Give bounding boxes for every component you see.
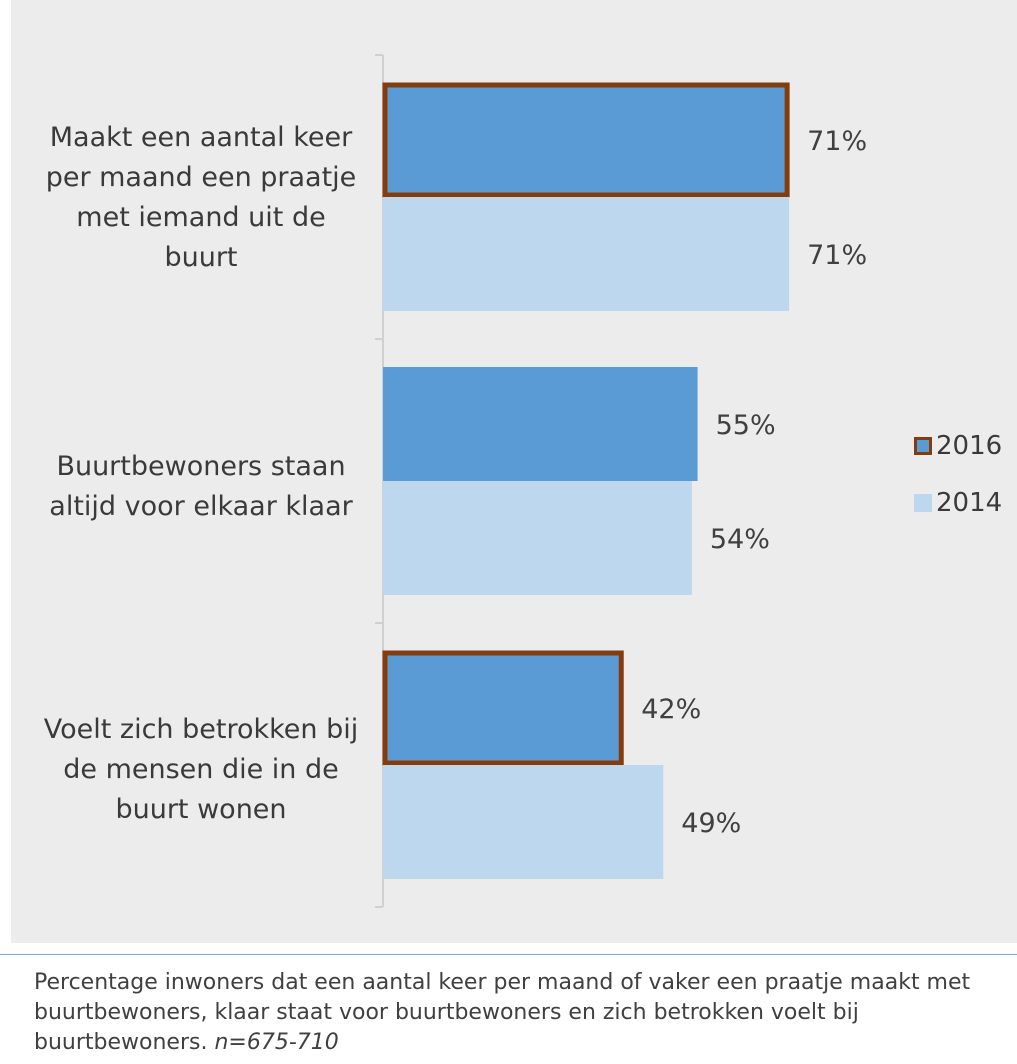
- data-label-2014-2: 49%: [681, 808, 741, 839]
- category-label-0: Maakt een aantal keer per maand een praa…: [45, 122, 357, 273]
- data-label-2014-0: 71%: [807, 240, 867, 271]
- data-label-2014-1: 54%: [710, 524, 770, 555]
- data-label-2016-1: 55%: [716, 410, 776, 441]
- bar-2016-0: [382, 82, 790, 198]
- data-label-2016-0: 71%: [807, 126, 867, 157]
- data-label-2016-2: 42%: [641, 694, 701, 725]
- legend-swatch-2014: [914, 494, 932, 512]
- bar-2016-2: [382, 650, 624, 766]
- caption-text: Percentage inwoners dat een aantal keer …: [34, 970, 971, 1055]
- bar-2014-2: [383, 765, 664, 879]
- category-label-1: Buurtbewoners staan altijd voor elkaar k…: [49, 451, 353, 522]
- sample-size-note: n=675-710: [214, 1030, 339, 1055]
- legend-swatch-2016: [914, 437, 932, 455]
- caption-divider: [0, 954, 1017, 955]
- legend-item-2014: 2014: [914, 488, 1002, 518]
- legend-label-2016: 2016: [936, 431, 1003, 461]
- bar-2014-1: [383, 481, 692, 595]
- legend-item-2016: 2016: [914, 431, 1002, 461]
- category-label-2: Voelt zich betrokken bij de mensen die i…: [43, 714, 359, 825]
- bar-2014-0: [383, 197, 790, 311]
- bar-2016-1: [383, 367, 698, 481]
- chart-caption: Percentage inwoners dat een aantal keer …: [34, 968, 1004, 1058]
- legend-label-2014: 2014: [936, 488, 1003, 518]
- legend: 2016 2014: [914, 431, 1002, 545]
- bar-chart: 71% 71% 55% 54% 42% 49%: [375, 54, 867, 908]
